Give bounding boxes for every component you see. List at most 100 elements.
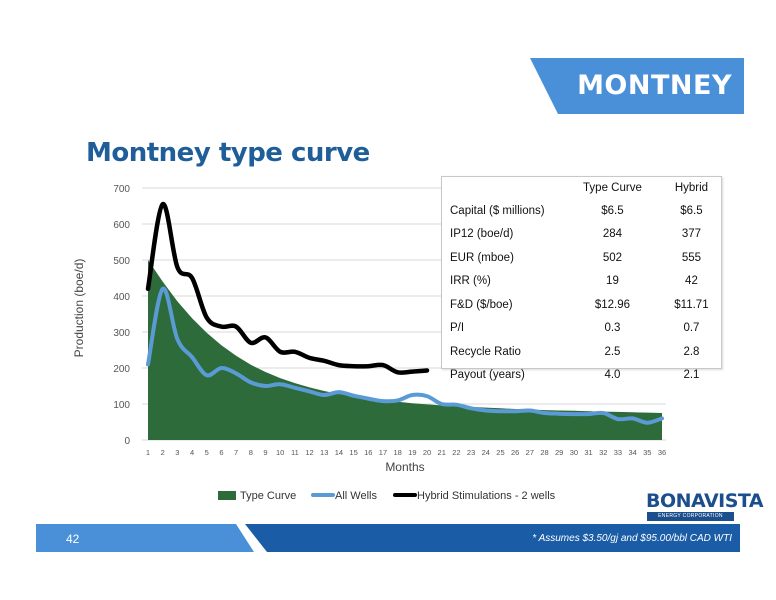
table-cell-type-curve: 19 (606, 275, 619, 288)
y-tick-label: 200 (113, 364, 130, 375)
y-tick-labels: 0 100 200 300 400 500 600 700 (113, 184, 130, 447)
x-tick-label: 16 (364, 448, 372, 457)
table-cell-type-curve: 2.5 (604, 345, 621, 358)
bonavista-logo: BONAVISTA ENERGY CORPORATION (646, 490, 764, 522)
x-tick-label: 7 (234, 448, 238, 457)
table-cell-label: Payout (years) (450, 369, 525, 382)
table-cell-hybrid: 377 (681, 228, 702, 241)
table-row: F&D ($/boe) $12.96 $11.71 (442, 293, 721, 317)
x-tick-label: 4 (190, 448, 194, 457)
legend-label-hybrid-stimulations-2-wells: Hybrid Stimulations - 2 wells (417, 490, 556, 502)
x-tick-label: 31 (584, 448, 592, 457)
x-tick-label: 3 (175, 448, 179, 457)
x-tick-label: 30 (570, 448, 578, 457)
logo-subtitle: ENERGY CORPORATION (647, 512, 734, 521)
footer-left-band (36, 524, 254, 552)
y-tick-label: 500 (113, 256, 130, 267)
x-tick-label: 35 (643, 448, 651, 457)
y-tick-label: 700 (113, 184, 130, 195)
table-header-row: Type Curve Hybrid (442, 177, 721, 199)
x-tick-label: 2 (161, 448, 165, 457)
table-cell-type-curve: 502 (602, 251, 623, 264)
x-tick-label: 23 (467, 448, 475, 457)
y-tick-label: 600 (113, 220, 130, 231)
x-tick-label: 5 (205, 448, 209, 457)
x-tick-label: 14 (335, 448, 343, 457)
table-cell-label: IRR (%) (450, 275, 491, 288)
y-tick-label: 0 (124, 436, 130, 447)
table-cell-label: EUR (mboe) (450, 251, 514, 264)
table-cell-label: F&D ($/boe) (450, 298, 513, 311)
legend-swatch-type-curve (218, 491, 236, 500)
x-tick-label: 25 (496, 448, 504, 457)
x-axis-label: Months (385, 460, 424, 474)
x-tick-label: 26 (511, 448, 519, 457)
table-cell-type-curve: $6.5 (601, 204, 624, 217)
table-cell-hybrid: 2.1 (683, 369, 700, 382)
y-axis-label: Production (boe/d) (72, 259, 86, 358)
table-cell-hybrid: 0.7 (683, 322, 700, 335)
page-number: 42 (66, 532, 80, 546)
table-cell-hybrid: 42 (685, 275, 698, 288)
x-tick-label: 21 (438, 448, 446, 457)
x-tick-label: 36 (658, 448, 666, 457)
table-row: Payout (years) 4.0 2.1 (442, 364, 721, 388)
x-tick-label: 34 (628, 448, 636, 457)
table-cell-hybrid: 555 (681, 251, 702, 264)
table-cell-type-curve: 0.3 (604, 322, 621, 335)
x-tick-label: 22 (452, 448, 460, 457)
legend-label-type-curve: Type Curve (240, 490, 296, 502)
table-cell-hybrid: $6.5 (680, 204, 703, 217)
x-tick-labels: 1 2 3 4 5 6 7 8 9 10 11 12 13 14 15 16 17 18 19 20 21 22 23 24 2… (146, 448, 666, 457)
section-banner: MONTNEY (530, 58, 744, 114)
table-cell-label: P/I (450, 322, 465, 335)
table-row: Capital ($ millions) $6.5 $6.5 (442, 199, 721, 223)
x-tick-label: 8 (249, 448, 253, 457)
y-tick-label: 400 (113, 292, 130, 303)
table-cell-label: Capital ($ millions) (450, 204, 545, 217)
y-tick-label: 100 (113, 400, 130, 411)
x-tick-label: 15 (349, 448, 357, 457)
slide-title: Montney type curve (86, 138, 370, 168)
section-label: MONTNEY (577, 70, 732, 101)
x-tick-label: 6 (219, 448, 223, 457)
table-cell-label: Recycle Ratio (450, 345, 521, 358)
series-line-all-wells (146, 286, 664, 425)
chart-legend: Type Curve All Wells Hybrid Stimulations -… (218, 490, 556, 502)
table-cell-type-curve: 284 (602, 228, 623, 241)
series-area-type-curve (148, 260, 662, 440)
table-row: EUR (mboe) 502 555 (442, 246, 721, 270)
table-header-hybrid: Hybrid (674, 182, 709, 194)
table-header-blank (442, 177, 563, 199)
x-tick-label: 32 (599, 448, 607, 457)
series-line-hybrid-stimulations-2-wells (145, 201, 430, 375)
x-tick-label: 12 (305, 448, 313, 457)
x-tick-label: 10 (276, 448, 284, 457)
table-row: IP12 (boe/d) 284 377 (442, 223, 721, 247)
logo-name: BONAVISTA (646, 490, 764, 512)
metrics-table: Type Curve Hybrid Capital ($ millions) $… (441, 176, 722, 381)
footnote: * Assumes $3.50/gj and $95.00/bbl CAD WT… (532, 533, 732, 544)
table-header-type-curve: Type Curve (583, 182, 642, 194)
table-row: IRR (%) 19 42 (442, 270, 721, 294)
x-tick-label: 33 (614, 448, 622, 457)
x-tick-label: 29 (555, 448, 563, 457)
chart-marks (145, 201, 664, 440)
table-row: Recycle Ratio 2.5 2.8 (442, 340, 721, 364)
x-tick-label: 1 (146, 448, 150, 457)
y-tick-label: 300 (113, 328, 130, 339)
table-row: P/I 0.3 0.7 (442, 317, 721, 341)
x-tick-label: 28 (540, 448, 548, 457)
table-cell-label: IP12 (boe/d) (450, 228, 514, 241)
x-tick-label: 9 (263, 448, 267, 457)
table-cell-type-curve: $12.96 (594, 298, 631, 311)
x-tick-label: 27 (526, 448, 534, 457)
footer-right-band (245, 524, 740, 552)
x-tick-label: 13 (320, 448, 328, 457)
x-tick-label: 18 (393, 448, 401, 457)
legend-label-all-wells: All Wells (335, 490, 377, 502)
x-tick-label: 19 (408, 448, 416, 457)
table-cell-hybrid: 2.8 (683, 345, 700, 358)
x-tick-label: 20 (423, 448, 431, 457)
x-tick-label: 11 (291, 448, 299, 457)
